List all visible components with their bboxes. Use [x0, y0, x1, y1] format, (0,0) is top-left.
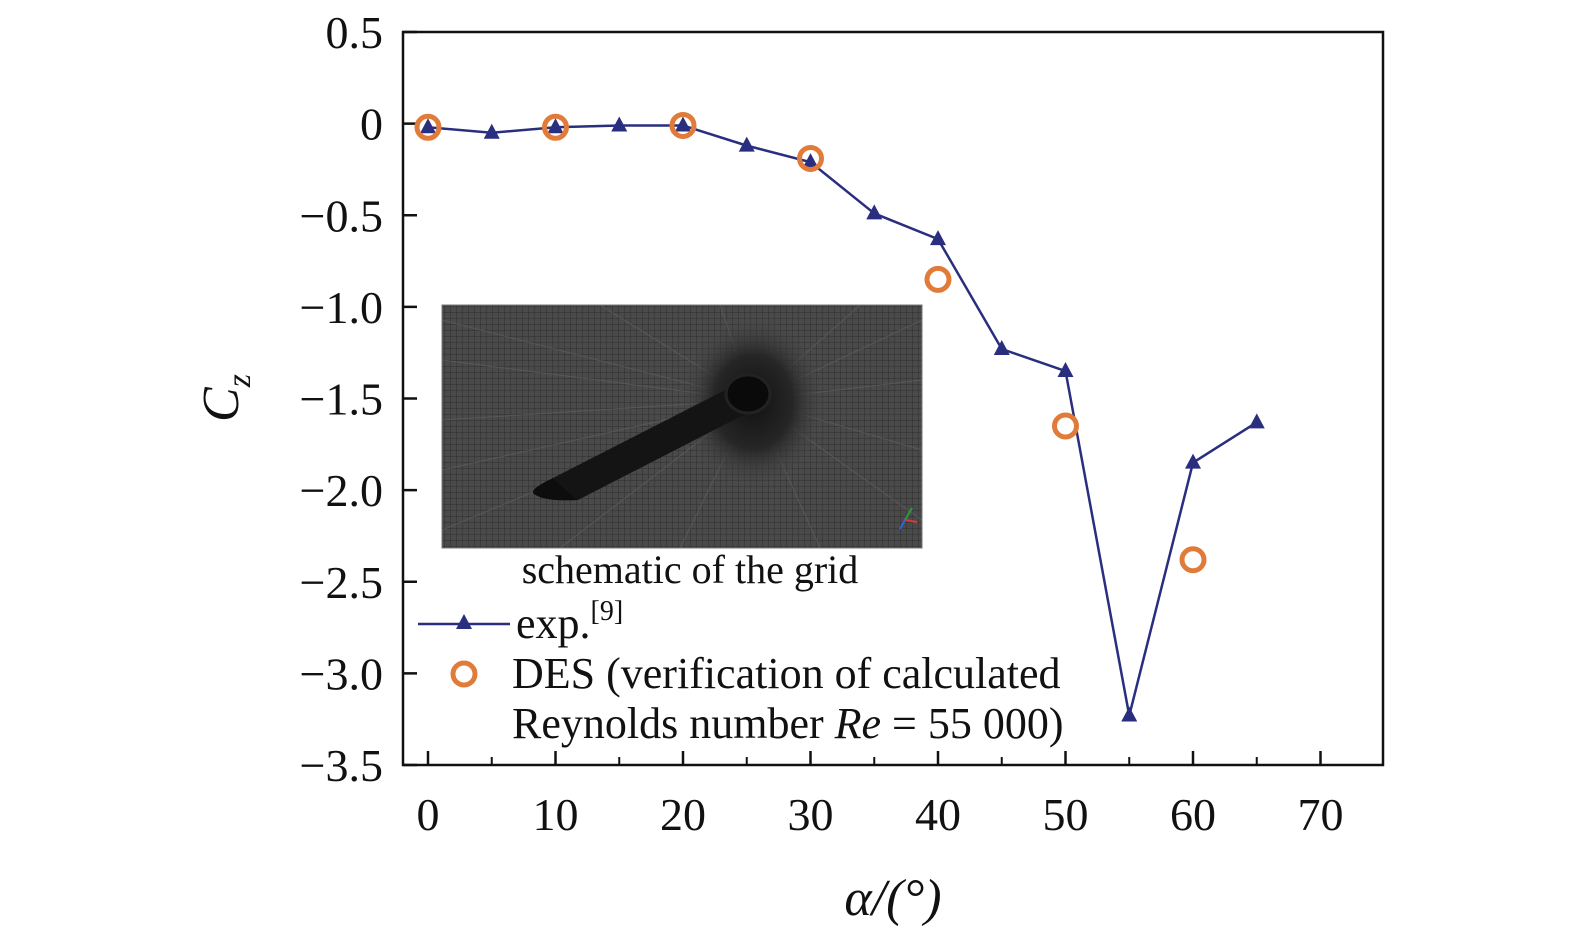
grid-schematic-inset: schematic of the grid: [441, 304, 923, 592]
des-data-point: [1179, 546, 1207, 574]
legend-des-line2-italic: Re: [834, 699, 881, 748]
y-tick-label: −2.0: [300, 465, 383, 516]
y-tick-label: −1.5: [300, 374, 383, 425]
y-axis-title: Cz: [193, 374, 258, 422]
exp-data-point: [738, 136, 755, 152]
des-data-point: [924, 265, 952, 293]
exp-data-point: [1185, 453, 1201, 469]
exp-data-point: [866, 204, 883, 220]
inset-caption: schematic of the grid: [522, 547, 859, 592]
des-data-point: [542, 113, 569, 141]
x-tick-label: 0: [417, 789, 440, 840]
legend-exp-ref: [9]: [591, 596, 624, 627]
des-data-point: [797, 144, 824, 172]
y-axis-ticks: 0.5 0 −0.5 −1.0 −1.5 −2.0 −2.5 −3.0 −3.5: [300, 7, 417, 791]
x-axis-title: α/(°): [844, 870, 941, 927]
exp-data-point: [1121, 706, 1138, 722]
y-tick-label: −0.5: [300, 190, 383, 241]
y-tick-label: −3.5: [300, 740, 383, 791]
y-tick-label: −1.0: [300, 282, 383, 333]
y-axis-title-subscript: z: [221, 374, 258, 388]
exp-data-point: [1248, 413, 1265, 429]
y-tick-label: 0: [360, 99, 383, 150]
exp-data-point: [675, 116, 691, 132]
legend: exp.[9] DES (verification of calculated …: [418, 596, 1064, 748]
legend-exp-label: exp.[9]: [516, 596, 623, 648]
legend-exp-name: exp.: [516, 599, 591, 648]
des-data-point: [669, 111, 697, 139]
x-tick-label: 20: [660, 789, 706, 840]
x-tick-label: 70: [1298, 789, 1344, 840]
des-data-point: [1052, 412, 1079, 440]
legend-des-label-line2: Reynolds number Re = 55 000): [512, 699, 1064, 748]
x-axis-ticks: 0 10 20 30 40 50 60 70: [417, 751, 1344, 840]
exp-data-point: [930, 230, 946, 246]
y-axis-title-main: C: [193, 386, 250, 422]
y-tick-label: 0.5: [326, 7, 384, 58]
exp-series-markers: [420, 116, 1265, 722]
legend-des-circle-icon: [450, 660, 478, 688]
legend-exp-triangle-icon: [456, 614, 472, 629]
inset-axis-triad-icon: [899, 507, 918, 530]
exp-data-point: [802, 153, 819, 169]
x-tick-label: 30: [788, 789, 834, 840]
legend-des-line2-prefix: Reynolds number: [512, 699, 835, 748]
exp-data-point: [420, 118, 436, 134]
x-tick-label: 10: [533, 789, 579, 840]
y-tick-label: −2.5: [300, 557, 383, 608]
exp-data-point: [993, 340, 1010, 356]
x-tick-label: 40: [915, 789, 961, 840]
legend-des-label-line1: DES (verification of calculated: [512, 649, 1061, 698]
x-tick-label: 60: [1170, 789, 1216, 840]
des-series-markers: [414, 111, 1207, 574]
exp-data-point: [611, 116, 628, 132]
legend-des-line2-suffix: = 55 000): [881, 699, 1063, 748]
exp-data-point: [547, 118, 564, 134]
exp-data-point: [1057, 362, 1074, 378]
des-data-point: [414, 113, 442, 141]
x-tick-label: 50: [1043, 789, 1089, 840]
y-tick-label: −3.0: [300, 648, 383, 699]
exp-data-point: [483, 123, 500, 139]
inset-missile-body: [532, 373, 772, 501]
